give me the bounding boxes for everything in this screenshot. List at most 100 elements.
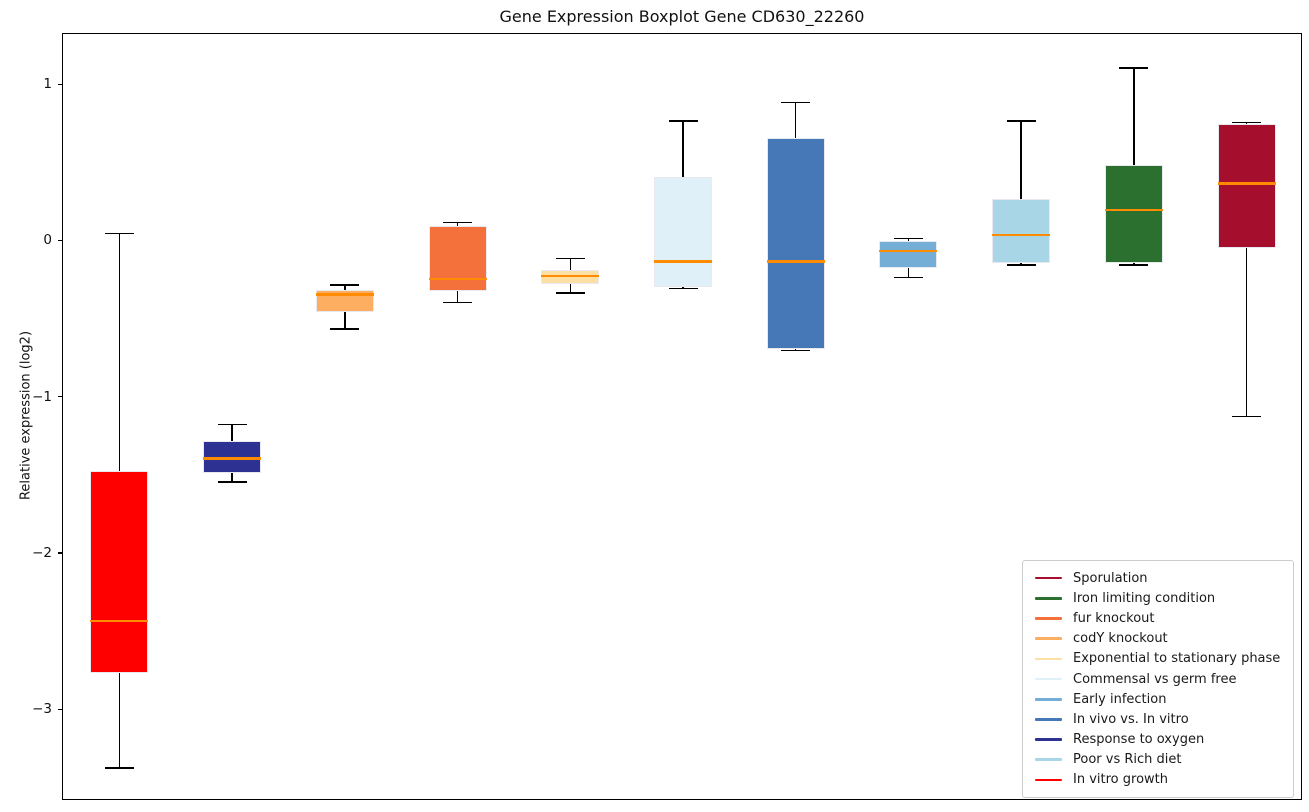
whisker-upper — [1133, 67, 1135, 165]
box-poor-vs-rich-diet — [992, 199, 1051, 264]
legend-item: Poor vs Rich diet — [1023, 750, 1293, 770]
whisker-cap-upper — [1232, 121, 1262, 124]
whisker-lower — [1020, 263, 1022, 265]
whisker-cap-lower — [668, 287, 698, 289]
box-in-vitro-growth — [90, 471, 149, 673]
y-tick-label: −2 — [32, 544, 52, 561]
median-line — [428, 277, 487, 281]
whisker-cap-upper — [1006, 120, 1036, 122]
whisker-upper — [118, 233, 121, 472]
box-sporulation — [1217, 124, 1276, 248]
legend-label: fur knockout — [1073, 610, 1155, 626]
whisker-upper — [1020, 121, 1022, 200]
y-tick-label: 1 — [43, 76, 52, 93]
whisker-upper — [795, 102, 797, 139]
legend-item: Iron limiting condition — [1023, 588, 1293, 608]
whisker-cap-lower — [781, 350, 811, 352]
legend-label: Response to oxygen — [1073, 732, 1205, 748]
legend: Sporulation Iron limiting condition fur kn… — [1022, 560, 1294, 799]
legend-item: In vivo vs. In vitro — [1023, 709, 1293, 729]
box-iron-limiting-condition — [1104, 164, 1163, 264]
y-tick-label: −3 — [32, 701, 52, 718]
legend-swatch — [1035, 778, 1062, 782]
whisker-cap-lower — [1006, 264, 1036, 266]
y-tick-label: −1 — [32, 388, 52, 405]
whisker-cap-upper — [443, 221, 473, 224]
y-tick-mark — [58, 83, 62, 85]
median-line — [766, 260, 825, 263]
whisker-cap-upper — [668, 120, 698, 122]
whisker-cap-lower — [1232, 415, 1262, 418]
whisker-cap-lower — [217, 481, 247, 483]
whisker-cap-upper — [1119, 67, 1149, 69]
whisker-cap-lower — [104, 767, 134, 769]
whisker-lower — [231, 472, 233, 483]
box-fur-knockout — [428, 225, 487, 292]
legend-swatch — [1035, 637, 1062, 640]
legend-swatch — [1035, 758, 1062, 762]
whisker-cap-upper — [330, 284, 360, 286]
legend-item: fur knockout — [1023, 608, 1293, 628]
whisker-lower — [456, 291, 459, 303]
whisker-cap-upper — [217, 423, 247, 425]
whisker-upper — [682, 121, 684, 178]
whisker-cap-lower — [555, 292, 585, 294]
whisker-cap-upper — [104, 232, 134, 235]
whisker-cap-lower — [443, 301, 473, 303]
legend-swatch — [1035, 738, 1062, 741]
legend-item: Response to oxygen — [1023, 730, 1293, 750]
legend-label: Poor vs Rich diet — [1073, 752, 1182, 768]
whisker-lower — [1133, 263, 1135, 265]
whisker-upper — [569, 258, 571, 270]
legend-label: Commensal vs germ free — [1073, 671, 1237, 687]
box-commensal-vs-germ-free — [654, 177, 712, 287]
chart-title: Gene Expression Boxplot Gene CD630_22260 — [499, 7, 865, 26]
legend-swatch — [1035, 596, 1062, 600]
legend-swatch — [1035, 617, 1062, 620]
median-line — [203, 457, 262, 460]
median-line — [992, 233, 1051, 237]
median-line — [315, 293, 374, 296]
legend-label: In vitro growth — [1073, 772, 1168, 788]
whisker-lower — [682, 286, 684, 289]
legend-swatch — [1035, 697, 1062, 701]
whisker-cap-lower — [330, 328, 360, 330]
whisker-lower — [907, 267, 910, 278]
legend-label: Exponential to stationary phase — [1073, 651, 1281, 667]
legend-swatch — [1035, 657, 1062, 661]
y-tick-mark — [58, 552, 62, 554]
whisker-lower — [795, 349, 797, 351]
y-tick-label: 0 — [43, 232, 52, 249]
median-line — [1217, 182, 1276, 185]
legend-item: In vitro growth — [1023, 770, 1293, 790]
whisker-lower — [344, 311, 346, 329]
legend-item: codY knockout — [1023, 629, 1293, 649]
y-axis-label: Relative expression (log2) — [18, 330, 34, 501]
median-line — [654, 260, 712, 263]
legend-label: codY knockout — [1073, 631, 1168, 647]
whisker-lower — [569, 283, 571, 293]
whisker-cap-upper — [781, 101, 811, 103]
legend-label: Sporulation — [1073, 570, 1148, 586]
legend-swatch — [1035, 576, 1062, 580]
whisker-lower — [118, 672, 121, 768]
legend-item: Commensal vs germ free — [1023, 669, 1293, 689]
legend-label: In vivo vs. In vitro — [1073, 711, 1189, 727]
whisker-lower — [1245, 247, 1248, 417]
legend-swatch — [1035, 677, 1062, 681]
whisker-upper — [456, 222, 459, 226]
legend-item: Exponential to stationary phase — [1023, 649, 1293, 669]
whisker-upper — [344, 285, 346, 290]
y-tick-mark — [58, 239, 62, 242]
whisker-upper — [907, 238, 910, 242]
boxes-layer — [63, 34, 1301, 799]
box-early-infection — [879, 241, 938, 268]
legend-item: Early infection — [1023, 689, 1293, 709]
legend-label: Iron limiting condition — [1073, 590, 1216, 606]
median-line — [879, 249, 938, 252]
box-in-vivo-vs-in-vitro — [766, 138, 825, 350]
legend-swatch — [1035, 718, 1062, 721]
y-tick-mark — [58, 396, 62, 398]
median-line — [541, 274, 600, 277]
